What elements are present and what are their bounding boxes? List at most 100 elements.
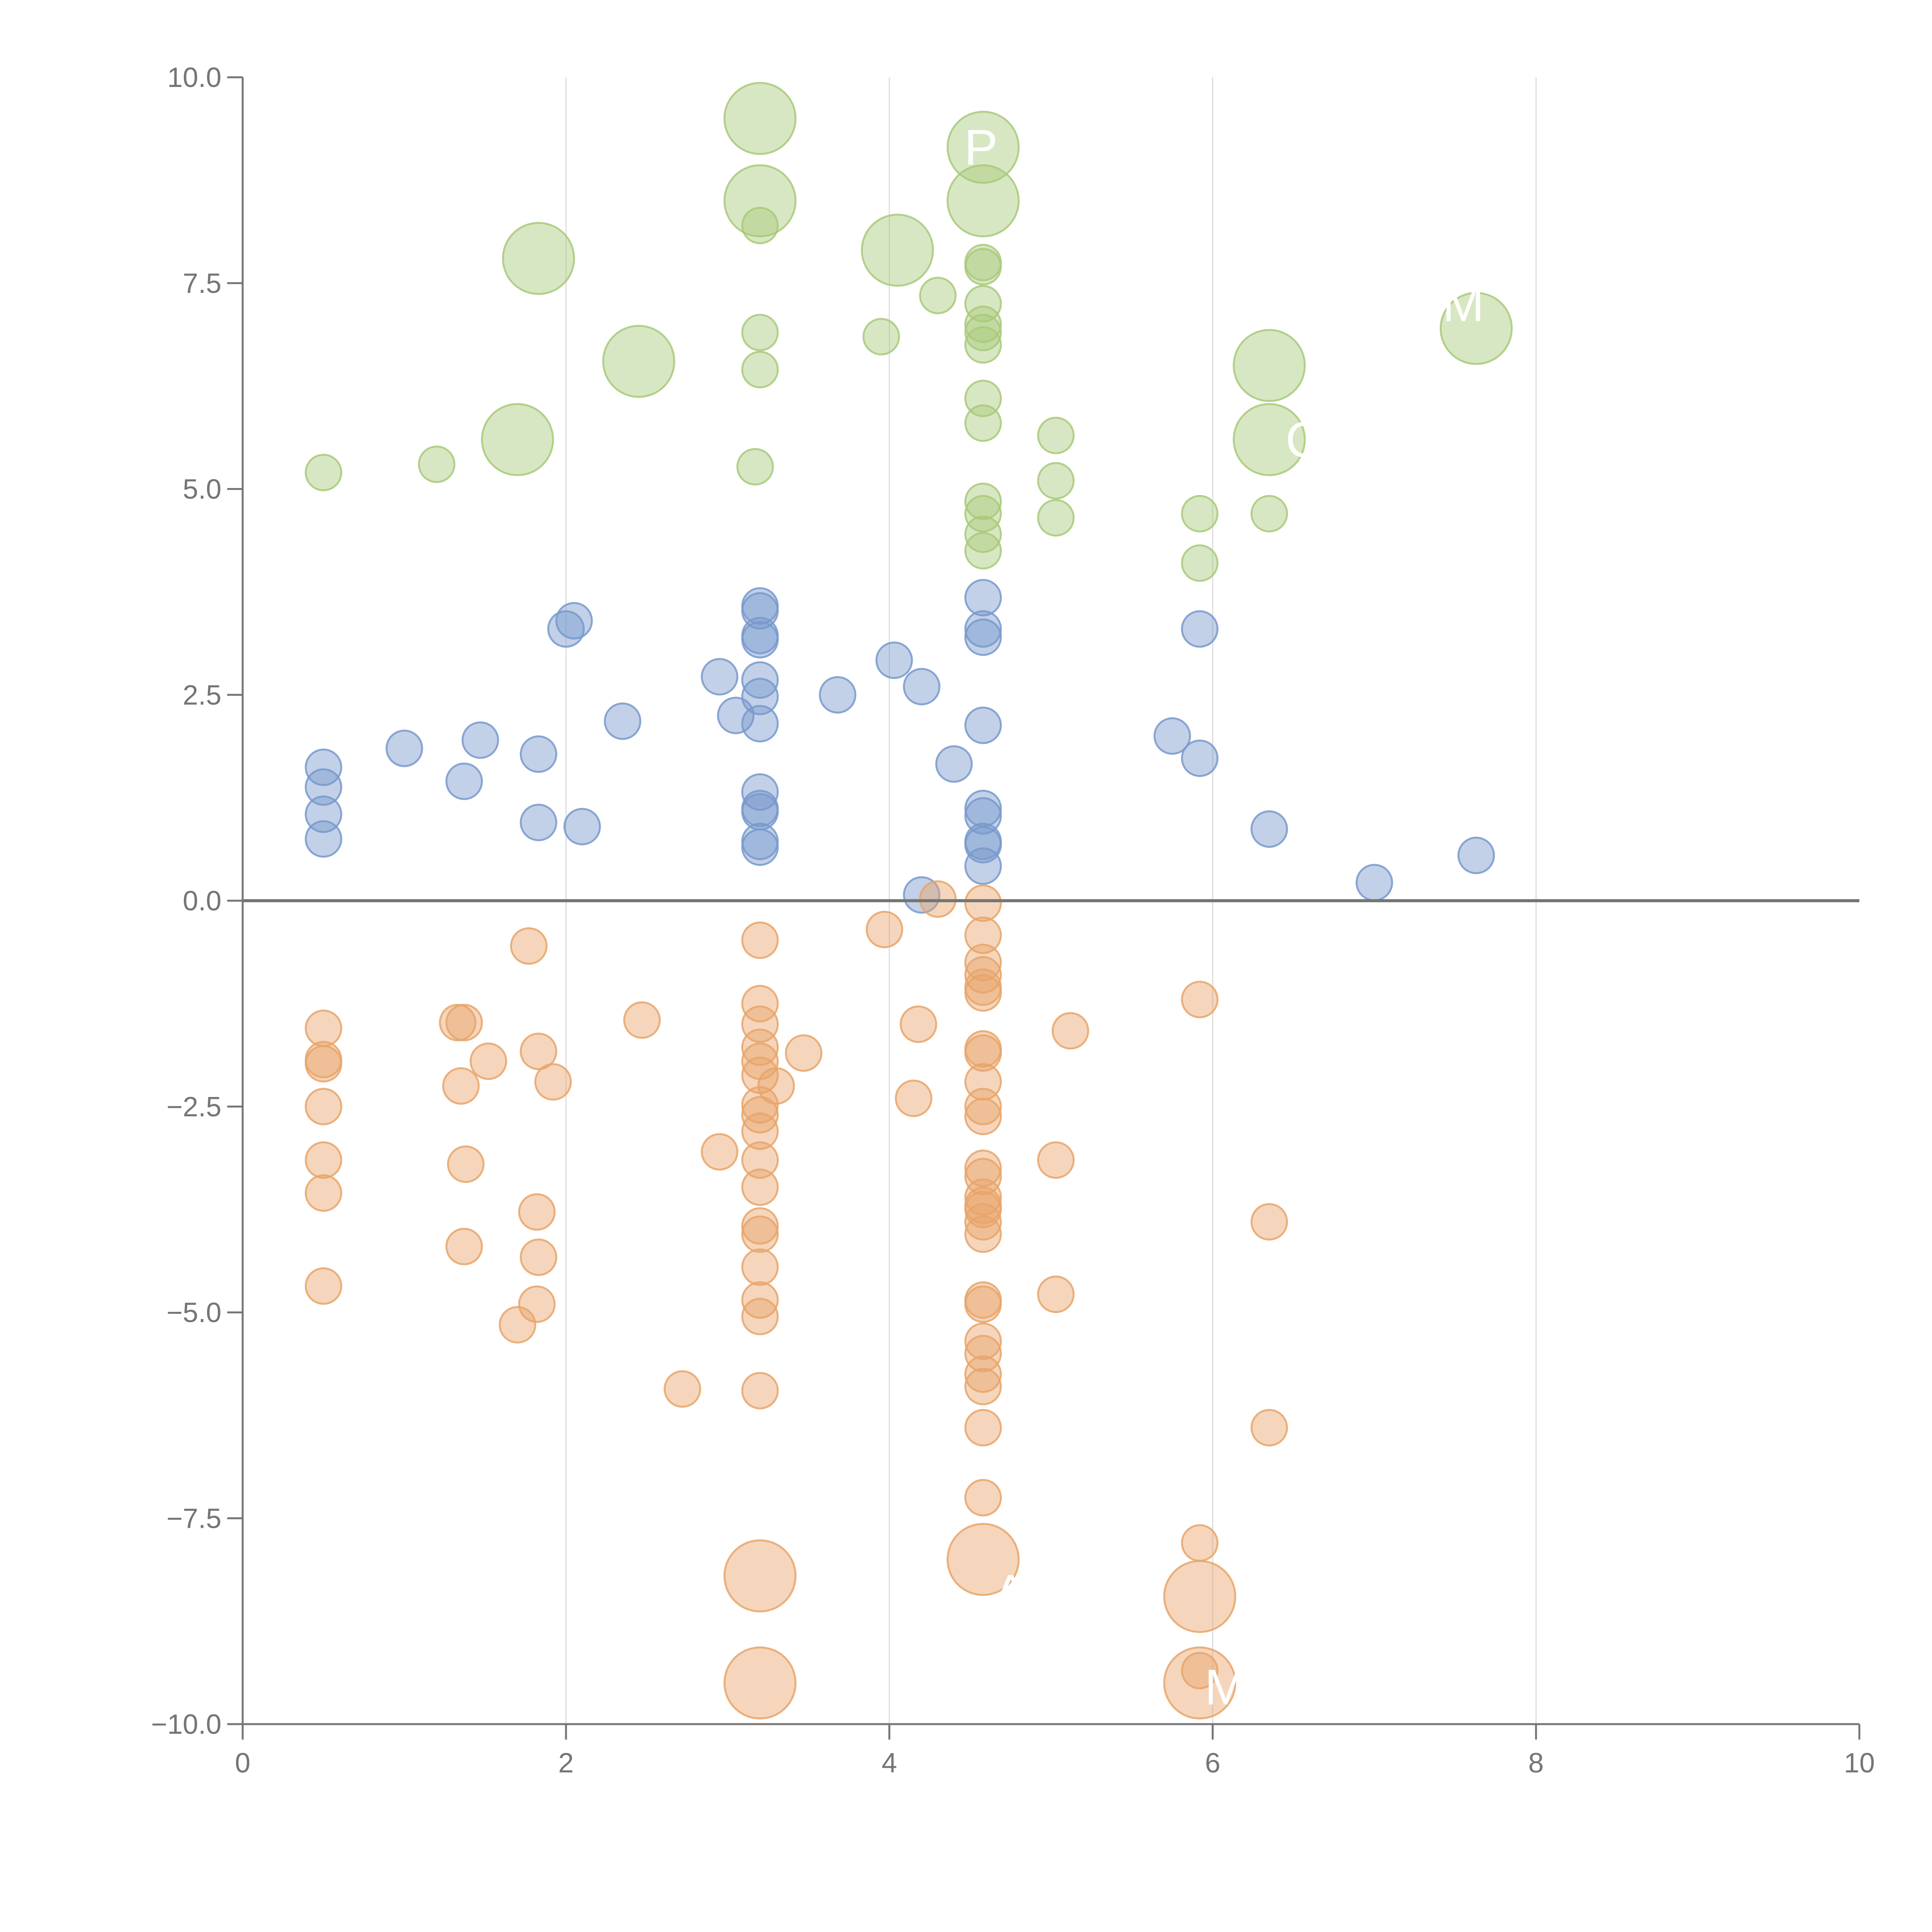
data-point <box>701 1133 738 1171</box>
data-point <box>964 1479 1002 1517</box>
data-point <box>1163 1646 1236 1719</box>
data-point <box>866 911 903 949</box>
data-point <box>1181 610 1219 648</box>
data-point <box>741 1281 779 1319</box>
data-point <box>895 1079 932 1117</box>
data-point <box>498 1306 536 1344</box>
data-point <box>385 730 423 767</box>
data-point <box>964 610 1002 648</box>
data-point <box>964 974 1002 1012</box>
data-point <box>1181 739 1219 777</box>
data-point <box>304 1045 342 1083</box>
data-point <box>964 495 1002 532</box>
data-point <box>1037 499 1075 537</box>
data-point <box>900 1005 937 1043</box>
data-point <box>741 314 779 352</box>
data-point <box>510 927 548 965</box>
data-point <box>741 823 779 861</box>
y-tick-label: 7.5 <box>183 268 221 299</box>
data-point <box>1163 1560 1236 1633</box>
data-point <box>903 668 940 706</box>
data-point <box>1181 1651 1219 1689</box>
y-tick-label: 5.0 <box>183 474 221 505</box>
data-point <box>723 164 797 238</box>
data-point <box>445 762 483 800</box>
data-point <box>964 482 1002 520</box>
data-point <box>964 1215 1002 1253</box>
data-point <box>964 515 1002 553</box>
data-point <box>623 1001 661 1039</box>
data-point <box>442 1067 480 1105</box>
data-point <box>1439 292 1513 365</box>
data-point <box>964 532 1002 570</box>
data-point <box>741 1372 779 1410</box>
data-point <box>964 1097 1002 1135</box>
data-point <box>741 1005 779 1043</box>
data-point <box>964 1203 1002 1241</box>
data-point <box>1250 495 1288 532</box>
data-point <box>418 446 456 483</box>
annotations: V P M C A M <box>917 119 1485 1715</box>
x-tick-label: 2 <box>558 1748 574 1779</box>
data-point <box>875 641 913 679</box>
data-point <box>741 587 779 625</box>
data-point <box>736 448 774 486</box>
data-point <box>964 1355 1002 1393</box>
data-point <box>935 745 973 783</box>
data-point <box>964 823 1002 861</box>
data-point <box>1250 810 1288 848</box>
data-point <box>520 735 558 773</box>
data-point <box>964 285 1002 323</box>
data-point <box>1181 544 1219 582</box>
data-point <box>946 111 1020 184</box>
data-point <box>741 1086 779 1124</box>
y-tick-label: −5.0 <box>167 1298 221 1328</box>
data-point <box>964 917 1002 954</box>
data-point <box>1457 837 1495 874</box>
data-point <box>964 1367 1002 1405</box>
data-point <box>964 1322 1002 1360</box>
data-point <box>741 921 779 959</box>
annotation-label: V P <box>917 119 998 175</box>
data-point <box>723 1539 797 1612</box>
x-tick-label: 6 <box>1205 1748 1220 1779</box>
data-point <box>741 985 779 1022</box>
data-point <box>447 1145 485 1183</box>
data-point <box>1051 1012 1089 1050</box>
data-point <box>964 579 1002 617</box>
data-point <box>304 1141 342 1179</box>
y-tick-label: 10.0 <box>167 62 221 93</box>
data-point <box>741 1168 779 1206</box>
data-point <box>304 768 342 806</box>
data-point <box>502 222 575 295</box>
data-point <box>964 1158 1002 1196</box>
data-point <box>964 1285 1002 1323</box>
data-point <box>919 880 957 918</box>
data-point <box>741 789 779 827</box>
data-points <box>304 82 1513 1719</box>
data-point <box>1037 1141 1075 1179</box>
data-point <box>919 277 957 315</box>
data-point <box>964 789 1002 827</box>
annotation-label: M <box>1204 1659 1246 1715</box>
data-point <box>663 1370 701 1408</box>
data-point <box>964 1409 1002 1447</box>
data-point <box>602 325 675 398</box>
x-tick-label: 8 <box>1528 1748 1544 1779</box>
x-tick-label: 10 <box>1844 1748 1875 1779</box>
data-point <box>1037 1276 1075 1313</box>
data-point <box>304 454 342 492</box>
data-point <box>1153 717 1191 755</box>
data-point <box>741 705 779 743</box>
y-tick-label: −10.0 <box>151 1709 221 1740</box>
data-point <box>1233 329 1306 402</box>
data-point <box>304 795 342 833</box>
y-tick-label: 2.5 <box>183 680 221 711</box>
data-point <box>861 214 934 287</box>
data-point <box>819 676 857 714</box>
data-point <box>555 602 593 639</box>
data-point <box>964 618 1002 656</box>
data-point <box>723 1646 797 1719</box>
data-point <box>518 1193 556 1231</box>
